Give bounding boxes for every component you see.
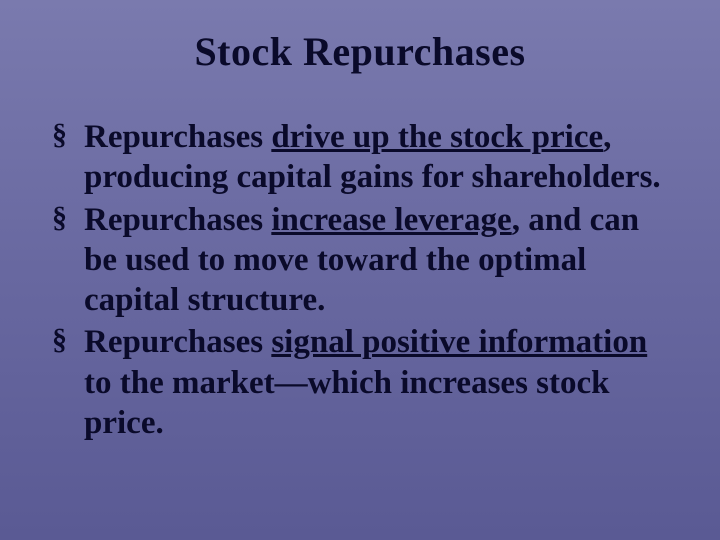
slide: Stock Repurchases Repurchases drive up t…	[0, 0, 720, 540]
bullet-prefix: Repurchases	[84, 324, 271, 360]
bullet-suffix: to the market—which increases stock pric…	[84, 365, 610, 441]
bullet-prefix: Repurchases	[84, 202, 271, 238]
bullet-prefix: Repurchases	[84, 119, 271, 155]
bullet-item: Repurchases drive up the stock price, pr…	[78, 117, 670, 198]
slide-title: Stock Repurchases	[50, 28, 670, 75]
bullet-underlined: increase leverage	[271, 202, 511, 238]
bullet-underlined: signal positive information	[271, 324, 647, 360]
bullet-item: Repurchases signal positive information …	[78, 322, 670, 443]
bullet-item: Repurchases increase leverage, and can b…	[78, 200, 670, 321]
bullet-list: Repurchases drive up the stock price, pr…	[50, 117, 670, 443]
bullet-underlined: drive up the stock price	[271, 119, 603, 155]
